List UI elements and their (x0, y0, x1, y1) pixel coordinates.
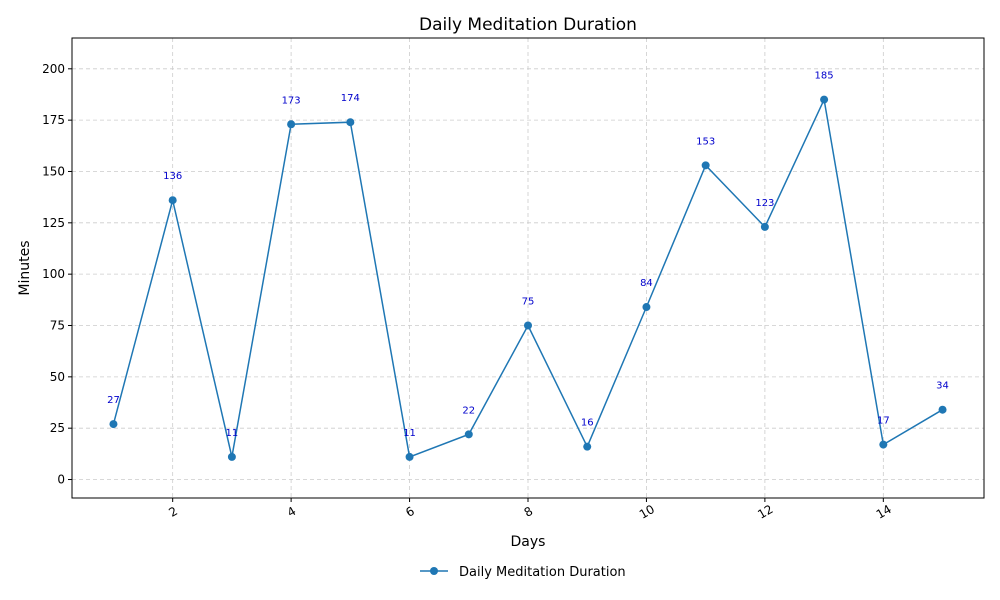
data-label: 174 (341, 93, 360, 104)
data-point (820, 95, 829, 104)
plot-frame (71, 37, 985, 499)
y-tick-label: 125 (42, 216, 65, 230)
data-label: 11 (403, 428, 416, 439)
data-label: 27 (107, 395, 120, 406)
y-tick-label: 25 (50, 421, 65, 435)
data-label: 17 (877, 416, 890, 427)
data-point (879, 440, 888, 449)
x-tick-label: 4 (285, 504, 299, 520)
data-point (227, 452, 236, 461)
data-label: 153 (696, 136, 715, 147)
y-tick-label: 100 (42, 267, 65, 281)
x-tick-label: 12 (755, 502, 775, 522)
y-tick-label: 75 (50, 319, 65, 333)
data-point (701, 161, 710, 170)
y-tick-label: 0 (57, 473, 65, 487)
data-point (760, 222, 769, 231)
data-label: 136 (163, 171, 182, 182)
data-label: 123 (755, 198, 774, 209)
data-label: 75 (522, 297, 535, 308)
y-axis: 0 25 50 75 100 125 150 175 200 (42, 62, 72, 487)
data-label: 34 (936, 381, 949, 392)
data-label: 22 (462, 405, 475, 416)
data-point (287, 120, 296, 129)
y-axis-title: Minutes (17, 240, 33, 295)
data-point (524, 321, 532, 330)
data-point (346, 118, 355, 127)
series-layer (109, 95, 947, 461)
data-label: 11 (226, 428, 239, 439)
data-label: 173 (282, 95, 301, 106)
x-axis: 2 4 6 8 10 12 14 (166, 498, 894, 522)
chart-title: Daily Meditation Duration (419, 15, 637, 35)
legend: Daily Meditation Duration (420, 565, 626, 580)
data-labels: 27 136 11 173 174 11 22 75 16 84 153 123 185 17 34 (107, 71, 949, 439)
x-tick-label: 14 (874, 502, 894, 522)
y-tick-label: 150 (42, 164, 65, 178)
x-tick-label: 10 (637, 502, 657, 522)
data-point (168, 196, 177, 205)
data-label: 16 (581, 418, 594, 429)
legend-label: Daily Meditation Duration (459, 565, 626, 580)
data-point (464, 430, 473, 439)
data-label: 84 (640, 278, 653, 289)
y-tick-label: 175 (42, 113, 65, 127)
x-tick-label: 6 (403, 504, 417, 520)
x-axis-title: Days (511, 534, 546, 550)
grid (72, 38, 984, 498)
data-point (642, 303, 651, 312)
y-tick-label: 50 (50, 370, 65, 384)
y-tick-label: 200 (42, 62, 65, 76)
data-point (405, 452, 414, 461)
legend-marker (430, 567, 438, 575)
x-tick-label: 8 (522, 504, 536, 520)
data-label: 185 (815, 71, 834, 82)
data-point (583, 442, 592, 451)
data-point (938, 405, 947, 414)
data-point (109, 420, 118, 429)
x-tick-label: 2 (166, 504, 180, 520)
